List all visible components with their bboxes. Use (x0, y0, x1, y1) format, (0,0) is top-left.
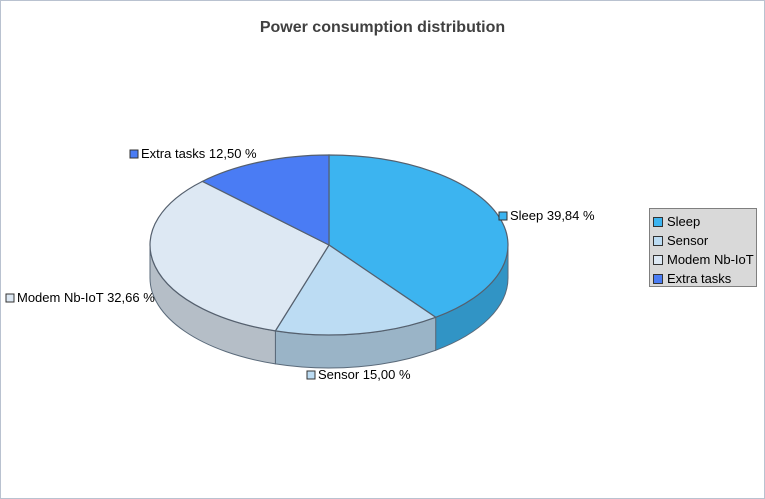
slice-label-swatch-sensor (306, 370, 316, 380)
legend-label-modem-nb-iot: Modem Nb-IoT (667, 252, 754, 267)
slice-label-swatch-extra-tasks (129, 149, 139, 159)
chart-title: Power consumption distribution (259, 19, 506, 36)
legend-item-sleep: Sleep (653, 212, 756, 231)
legend-label-sensor: Sensor (667, 233, 709, 248)
pie-slice-modem-nb-iot (149, 180, 330, 332)
legend-label-sleep: Sleep (667, 214, 701, 229)
legend-swatch-sleep (653, 216, 663, 227)
slice-label-swatch-modem-nb-iot (5, 293, 15, 303)
legend-swatch-modem-nb-iot (653, 254, 663, 265)
slice-label-extra-tasks: Extra tasks 12,50 % (141, 146, 257, 161)
chart-legend: Sleep Sensor Modem Nb-IoT Extra tasks (649, 208, 757, 287)
legend-item-extra-tasks: Extra tasks (653, 269, 756, 288)
legend-item-sensor: Sensor (653, 231, 756, 250)
legend-swatch-sensor (653, 235, 663, 246)
slice-label-sleep: Sleep 39,84 % (510, 208, 595, 223)
slice-label-modem-nb-iot: Modem Nb-IoT 32,66 % (17, 290, 155, 305)
slice-label-sensor: Sensor 15,00 % (318, 367, 411, 382)
legend-swatch-extra-tasks (653, 273, 663, 284)
pie-slice-extra-tasks (201, 154, 330, 246)
slice-label-swatch-sleep (498, 211, 508, 221)
legend-item-modem-nb-iot: Modem Nb-IoT (653, 250, 756, 269)
legend-label-extra-tasks: Extra tasks (667, 271, 732, 286)
